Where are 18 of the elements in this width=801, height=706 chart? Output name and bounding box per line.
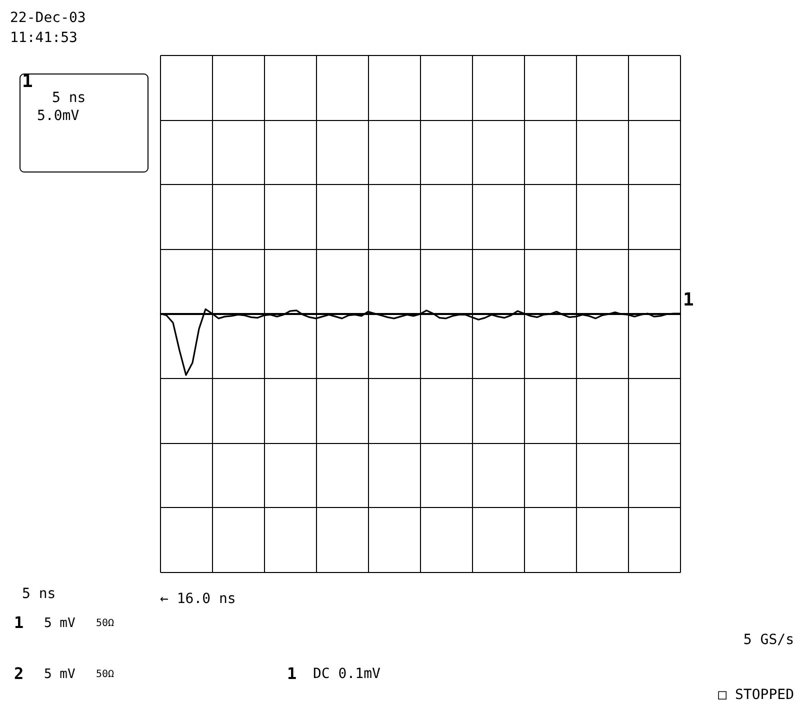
text: 5 mV <box>44 667 76 682</box>
text: 1 <box>287 664 297 683</box>
series-label: 1 <box>683 290 694 310</box>
text: 5 GS/s <box>743 632 794 648</box>
text: 11:41:53 <box>10 30 78 46</box>
text: ← 16.0 ns <box>160 591 236 607</box>
text: DC 0.1mV <box>313 666 381 682</box>
text: 22-Dec-03 <box>10 10 86 26</box>
text: 5.0mV <box>37 108 80 124</box>
text: 1 <box>14 613 24 632</box>
text: 5 ns <box>52 90 86 106</box>
text: □ STOPPED <box>718 687 794 703</box>
text: 1 <box>22 71 33 92</box>
text: 5 mV <box>44 616 76 631</box>
text: 5 ns <box>22 586 56 602</box>
text: 2 <box>14 664 24 683</box>
text: 50Ω <box>96 618 114 629</box>
text: 50Ω <box>96 669 114 680</box>
